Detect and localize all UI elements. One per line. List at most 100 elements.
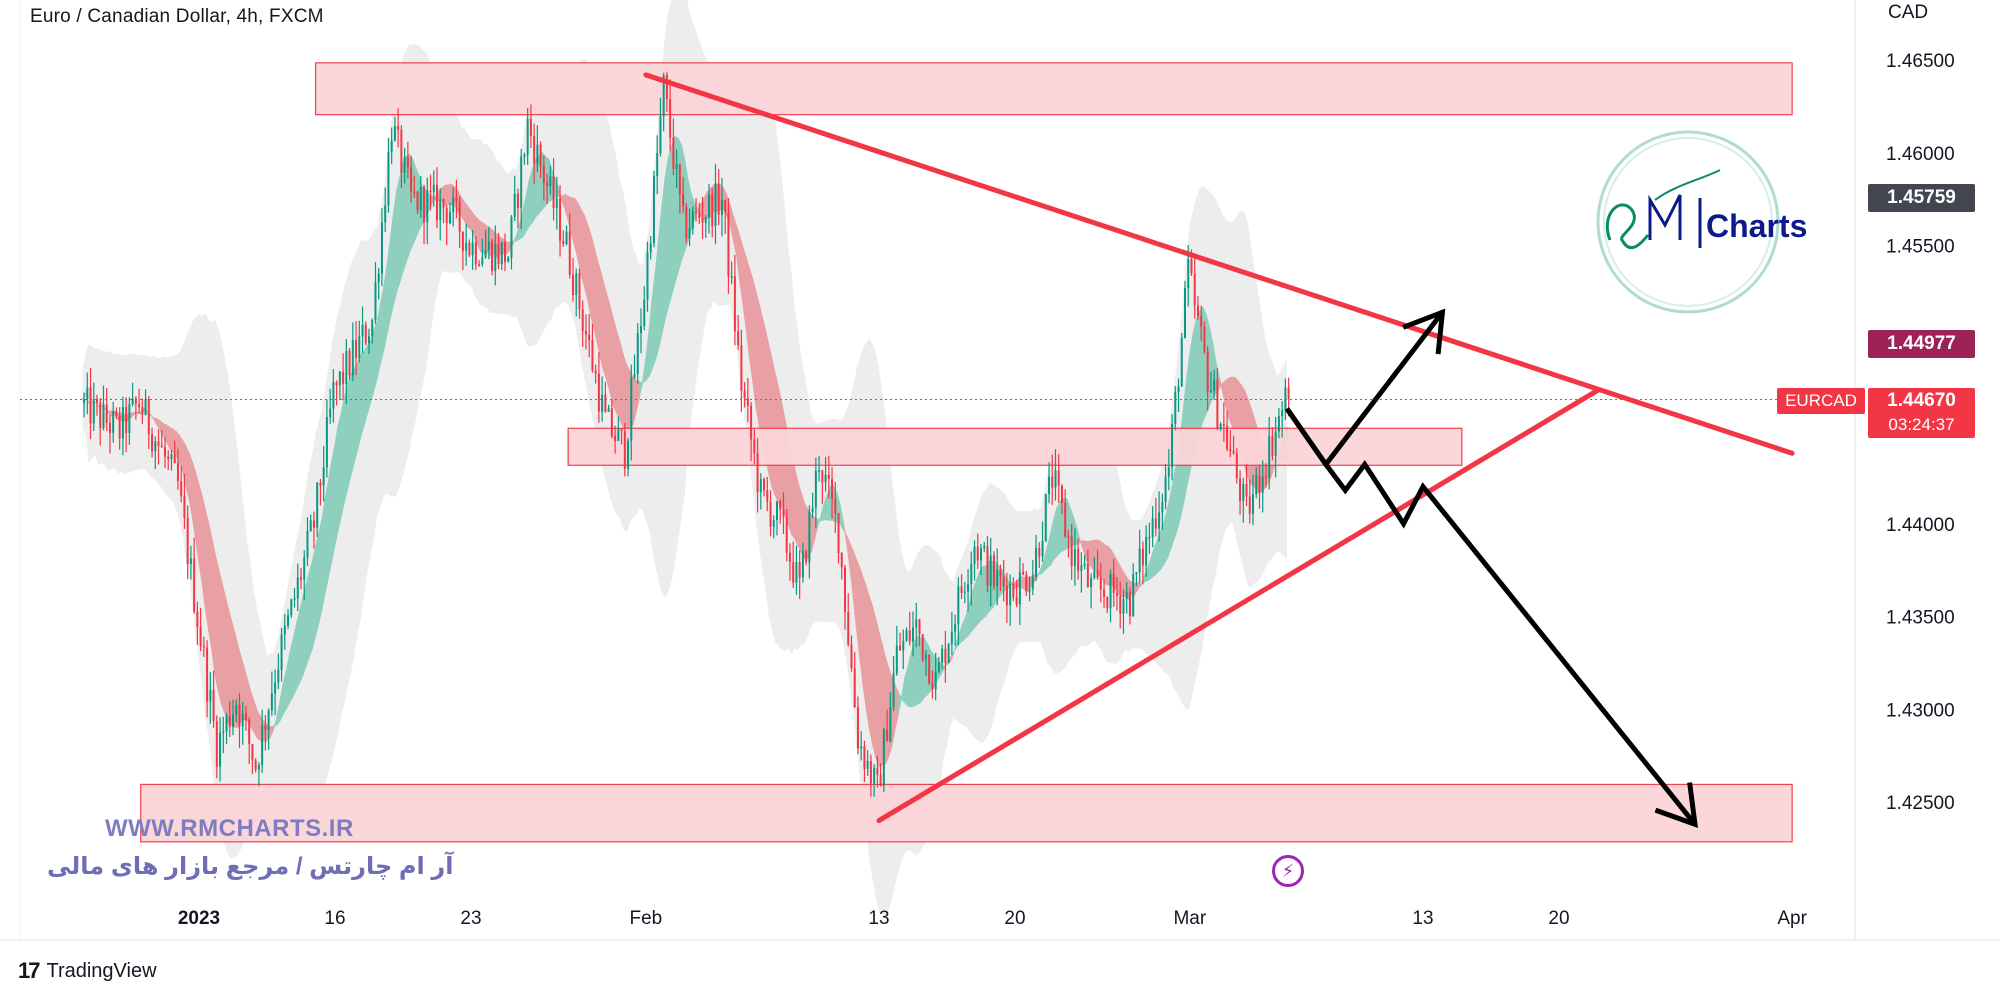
candle [1158, 491, 1161, 542]
candle [542, 155, 545, 201]
candle [1057, 454, 1060, 503]
candle [1271, 427, 1274, 461]
candle [1203, 321, 1206, 354]
candle [1116, 576, 1118, 611]
candle [675, 149, 678, 188]
candle [1086, 549, 1089, 588]
candle [261, 709, 264, 773]
candle [1038, 542, 1041, 568]
candle [1106, 596, 1109, 614]
candle [1206, 346, 1209, 411]
candle [873, 764, 876, 797]
candle [539, 141, 542, 179]
candle [157, 429, 160, 465]
candle [824, 456, 827, 492]
candle [1261, 460, 1264, 513]
candle [164, 437, 166, 468]
candle [627, 437, 630, 477]
zone-0 [314, 62, 1793, 116]
candle [837, 513, 840, 564]
candle [361, 306, 364, 354]
y-tick-label: 1.45500 [1886, 237, 1955, 258]
candle [202, 636, 205, 657]
candle [468, 239, 471, 258]
candle [209, 672, 212, 724]
x-tick-label: Apr [1777, 908, 1807, 929]
y-tick-label: 1.46000 [1886, 144, 1955, 165]
candle [1054, 449, 1057, 501]
candle [1002, 559, 1005, 602]
candle [1070, 523, 1073, 580]
projection-arrowhead-0 [1402, 308, 1446, 355]
candle [397, 108, 400, 148]
candle [918, 618, 921, 647]
candle [432, 170, 435, 207]
lightning-bolt-icon[interactable]: ⚡ [1272, 855, 1304, 887]
y-tick-label: 1.42500 [1886, 793, 1955, 814]
candle [510, 214, 513, 270]
candle [617, 416, 620, 442]
candle [1164, 463, 1167, 510]
candle [766, 476, 769, 512]
candle [785, 509, 788, 562]
candle [685, 203, 688, 243]
projection-arrows [1284, 308, 1699, 828]
candle [808, 505, 811, 579]
candle [513, 175, 516, 222]
candle [1177, 378, 1180, 413]
candle [944, 630, 947, 683]
candle [1252, 474, 1254, 526]
candle [160, 430, 163, 448]
candle [695, 198, 698, 222]
candle [669, 79, 672, 152]
candle [364, 321, 367, 346]
candle [474, 236, 477, 271]
candle [1067, 529, 1070, 558]
candle [102, 385, 105, 431]
candle [487, 226, 490, 260]
candle [798, 550, 801, 600]
candle [915, 602, 918, 648]
candle [426, 177, 429, 245]
candle [578, 268, 581, 319]
candle [526, 107, 529, 165]
candle [895, 625, 898, 676]
candle [698, 203, 701, 224]
candle [931, 670, 934, 699]
candle [196, 601, 199, 645]
candle [280, 628, 283, 682]
candle [138, 388, 141, 413]
tradingview-logo[interactable]: 17 TradingView [18, 958, 157, 984]
candle [656, 135, 659, 195]
candle [442, 198, 445, 224]
candle [267, 708, 270, 750]
candle [154, 436, 157, 470]
candle [801, 543, 804, 583]
candle [996, 548, 999, 606]
candle [222, 716, 225, 754]
candle [206, 640, 209, 718]
candle [636, 323, 639, 384]
candle [882, 727, 885, 792]
candle [652, 170, 655, 248]
candle [1171, 414, 1174, 481]
symbol-title[interactable]: Euro / Canadian Dollar, 4h, FXCM [30, 6, 324, 27]
candle [575, 268, 578, 317]
candle [1018, 557, 1021, 625]
candle [125, 397, 128, 453]
trendline-1 [876, 387, 1601, 824]
candle [455, 179, 458, 219]
candle [976, 533, 979, 569]
candle [947, 642, 950, 664]
candle [630, 364, 633, 461]
candle [792, 541, 795, 588]
current-price-badge: 1.44670 03:24:37 [1868, 388, 1975, 438]
candle [1161, 493, 1164, 530]
candle [423, 184, 426, 245]
x-tick-label: 2023 [178, 908, 220, 929]
candle [494, 225, 497, 286]
projection-arrowhead-1 [1654, 782, 1699, 828]
candle [899, 632, 902, 651]
candle [980, 544, 982, 576]
